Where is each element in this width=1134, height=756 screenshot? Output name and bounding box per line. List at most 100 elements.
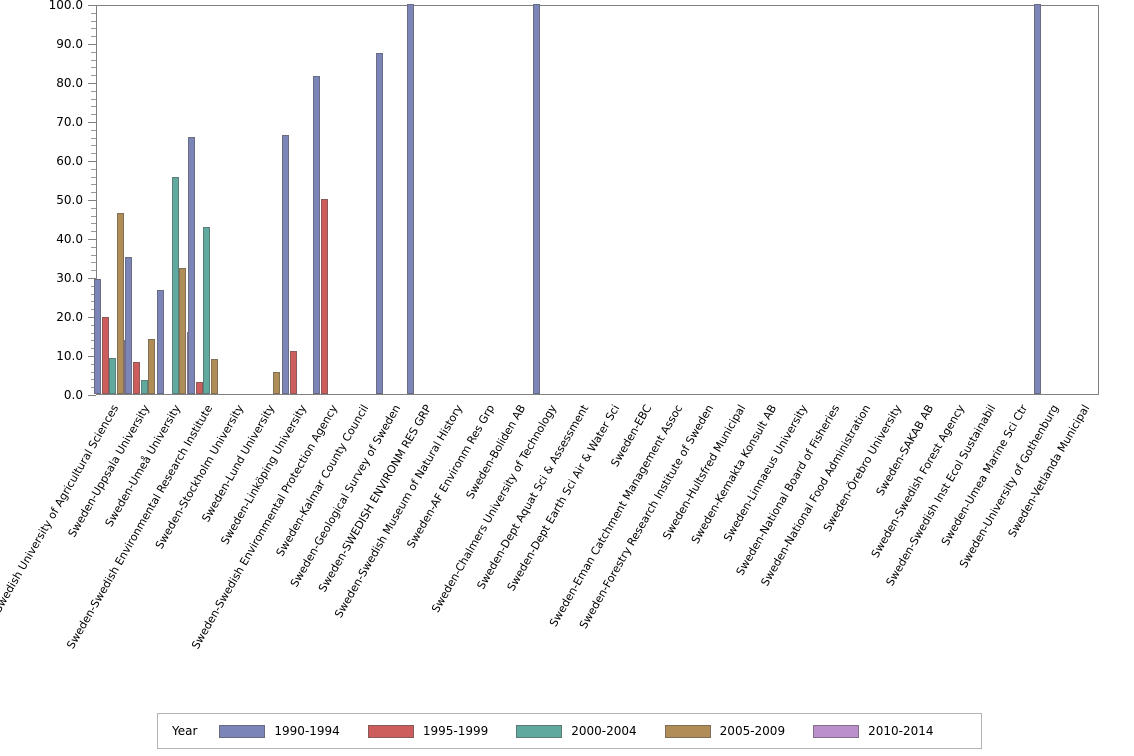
legend-item[interactable]: 2000-2004 [516, 724, 637, 738]
bar [179, 268, 187, 394]
y-axis-tick-label: 20.0 [56, 310, 83, 324]
y-axis-tick-mark [88, 44, 96, 45]
y-axis-tick-mark [88, 161, 96, 162]
y-axis-minor-tick [91, 153, 96, 155]
y-axis-minor-tick [91, 192, 96, 194]
bar [407, 4, 415, 394]
bar [195, 382, 203, 394]
bar [132, 362, 140, 394]
legend-swatch [367, 724, 414, 738]
y-axis-tick-mark [88, 200, 96, 201]
legend-items: 1990-1994 1995-1999 2000-2004 2005-2009 2010… [219, 724, 961, 738]
bar [148, 339, 156, 394]
bar [273, 372, 281, 394]
legend-item-label: 2000-2004 [571, 724, 637, 738]
legend-title: Year [172, 724, 198, 738]
bar [532, 4, 540, 394]
legend-swatch [813, 724, 860, 738]
y-axis-tick-mark [88, 356, 96, 357]
y-axis-tick-label: 60.0 [56, 154, 83, 168]
bar [203, 227, 211, 394]
legend-item-label: 1995-1999 [422, 724, 489, 738]
y-axis-minor-tick [91, 223, 96, 225]
y-axis-minor-tick [91, 262, 96, 264]
y-axis-minor-tick [91, 12, 96, 14]
y-axis-minor-tick [91, 106, 96, 108]
y-axis-minor-tick [91, 363, 96, 365]
y-axis-minor-tick [91, 254, 96, 256]
bar [289, 350, 297, 394]
y-axis-minor-tick [91, 98, 96, 100]
bar [171, 177, 179, 394]
y-axis-minor-tick [91, 301, 96, 303]
y-axis-tick-label: 30.0 [56, 271, 83, 285]
y-axis-tick-label: 70.0 [56, 115, 83, 129]
y-axis-tick-label: 10.0 [56, 349, 83, 363]
bar [313, 76, 321, 394]
y-axis-minor-tick [91, 59, 96, 61]
bar [376, 52, 384, 394]
y-axis-minor-tick [91, 309, 96, 311]
bar [188, 136, 195, 394]
bar [101, 317, 109, 394]
bar-series-container [93, 4, 1098, 394]
legend-item[interactable]: 1995-1999 [367, 724, 489, 738]
y-axis-minor-tick [91, 51, 96, 53]
y-axis-minor-tick [91, 168, 96, 170]
bar [109, 358, 117, 394]
bar [125, 256, 133, 394]
y-axis-minor-tick [91, 129, 96, 131]
y-axis-tick-label: 90.0 [56, 37, 83, 51]
y-axis-tick-label: 40.0 [56, 232, 83, 246]
y-axis-minor-tick [91, 293, 96, 295]
y-axis-minor-tick [91, 371, 96, 373]
legend-swatch [664, 724, 711, 738]
y-axis-minor-tick [91, 215, 96, 217]
x-axis-tick-labels: Sweden-Swedish University of Agricultura… [0, 395, 1134, 705]
y-axis-minor-tick [91, 324, 96, 326]
legend-swatch [219, 724, 266, 738]
legend-item-label: 1990-1994 [274, 724, 340, 738]
legend-item[interactable]: 1990-1994 [219, 724, 340, 738]
bar [140, 379, 148, 394]
y-axis-minor-tick [91, 176, 96, 178]
y-axis-minor-tick [91, 207, 96, 209]
plot-area [93, 4, 1099, 395]
y-axis-minor-tick [91, 285, 96, 287]
bar [93, 279, 101, 394]
y-axis-tick-mark [88, 122, 96, 123]
legend: Year 1990-1994 1995-1999 2000-2004 2005-200… [157, 713, 982, 749]
y-axis-minor-tick [91, 184, 96, 186]
bar [210, 358, 218, 394]
y-axis-minor-tick [91, 246, 96, 248]
legend-item[interactable]: 2010-2014 [813, 724, 934, 738]
y-axis-tick-mark [88, 278, 96, 279]
bar [156, 289, 164, 394]
y-axis-minor-tick [91, 28, 96, 30]
y-axis-tick-label: 80.0 [56, 76, 83, 90]
y-axis-minor-tick [91, 20, 96, 22]
y-axis-minor-tick [91, 231, 96, 233]
bar [1034, 4, 1042, 394]
y-axis-minor-tick [91, 137, 96, 139]
y-axis-tick-mark [88, 5, 96, 6]
bar [116, 213, 124, 394]
y-axis-tick-label: 100.0 [48, 0, 83, 12]
y-axis-minor-tick [91, 379, 96, 381]
legend-item-label: 2005-2009 [719, 724, 786, 738]
y-axis-minor-tick [91, 270, 96, 272]
y-axis-tick-label: 0.0 [63, 388, 83, 402]
legend-item[interactable]: 2005-2009 [664, 724, 786, 738]
y-axis-tick-mark [88, 83, 96, 84]
y-axis-minor-tick [91, 332, 96, 334]
y-axis-minor-tick [91, 387, 96, 389]
y-axis-minor-tick [91, 67, 96, 69]
y-axis-minor-tick [91, 348, 96, 350]
y-axis-tick-mark [88, 239, 96, 240]
y-axis-minor-tick [91, 114, 96, 116]
legend-swatch [516, 724, 563, 738]
y-axis-tick-mark [88, 317, 96, 318]
bar [282, 135, 290, 394]
y-axis-minor-tick [91, 145, 96, 147]
